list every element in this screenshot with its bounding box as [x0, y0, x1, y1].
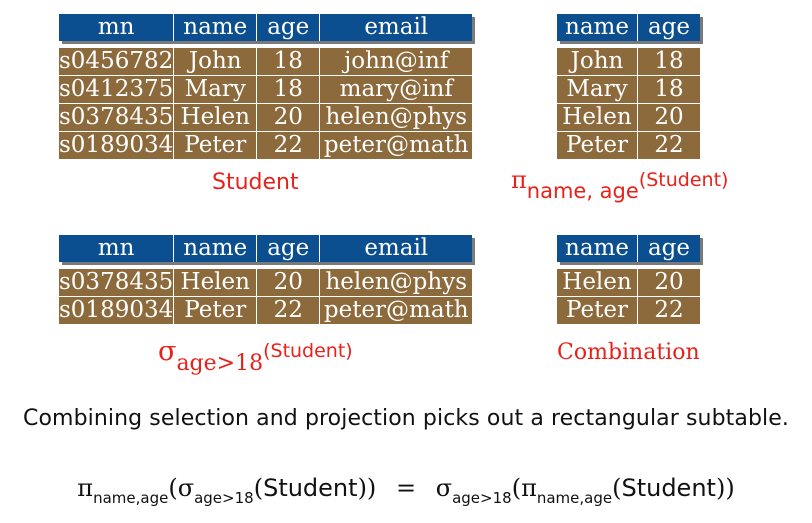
cell-name: Peter — [174, 132, 258, 159]
projection-argument: (Student) — [638, 169, 729, 191]
table-row: s0378435 Helen 20 helen@phys — [59, 269, 473, 297]
header-age: age — [638, 14, 700, 41]
cell-name: Helen — [557, 104, 638, 132]
cell-name: Helen — [174, 269, 258, 297]
sigma-subscript: age>18 — [452, 489, 512, 507]
table-row: Helen 20 — [557, 269, 700, 297]
table-row: s0412375 Mary 18 mary@inf — [59, 76, 473, 104]
cell-name: Mary — [557, 76, 638, 104]
cell-mn: s0412375 — [59, 76, 175, 104]
header-mn: mn — [59, 14, 175, 41]
cell-age: 18 — [638, 76, 700, 104]
sigma-subscript: age>18 — [194, 489, 254, 507]
paren-close: )) — [357, 474, 377, 502]
header-mn: mn — [59, 235, 175, 262]
cell-mn: s0456782 — [59, 48, 175, 76]
table-row: Mary 18 — [557, 76, 700, 104]
equals-sign: = — [395, 474, 417, 502]
table-row: s0456782 John 18 john@inf — [59, 48, 473, 76]
pi-symbol: π — [77, 474, 94, 502]
combination-table: name age Helen 20 Peter 22 — [557, 235, 700, 324]
selection-table: mn name age email s0378435 Helen 20 hele… — [59, 235, 473, 324]
cell-email: helen@phys — [320, 104, 473, 132]
projection-subscript: name, age — [526, 179, 639, 203]
cell-name: Helen — [174, 104, 258, 132]
cell-age: 22 — [257, 132, 321, 159]
projection-table: name age John 18 Mary 18 Helen 20 Peter … — [557, 14, 700, 159]
table-row: s0189034 Peter 22 peter@math — [59, 297, 473, 324]
header-name: name — [557, 235, 638, 262]
pi-symbol: π — [521, 474, 537, 502]
sigma-symbol: σ — [177, 474, 195, 502]
cell-name: Mary — [174, 76, 258, 104]
cell-age: 20 — [257, 269, 321, 297]
combination-label-text: Combination — [557, 340, 700, 365]
table-row: Helen 20 — [557, 104, 700, 132]
cell-email: peter@math — [320, 132, 473, 159]
cell-age: 18 — [257, 76, 321, 104]
projection-label: πname, age(Student) — [511, 166, 729, 203]
paren-open: ( — [511, 474, 522, 502]
student-table: mn name age email s0456782 John 18 john@… — [59, 14, 473, 159]
selection-subscript: age>18 — [176, 351, 264, 376]
cell-mn: s0189034 — [59, 297, 175, 324]
equation: πname,age(σage>18(Student)) = σage>18(πn… — [0, 474, 812, 507]
table-row: s0189034 Peter 22 peter@math — [59, 132, 473, 159]
cell-email: john@inf — [320, 48, 473, 76]
cell-age: 22 — [638, 132, 700, 159]
cell-name: Peter — [557, 132, 638, 159]
header-name: name — [557, 14, 638, 41]
cell-email: peter@math — [320, 297, 473, 324]
header-age: age — [257, 235, 321, 262]
paren-open: ( — [253, 474, 264, 502]
cell-mn: s0189034 — [59, 132, 175, 159]
header-name: name — [174, 14, 258, 41]
cell-name: Peter — [174, 297, 258, 324]
sigma-symbol: σ — [158, 336, 177, 367]
header-email: email — [320, 14, 473, 41]
paren-open: ( — [612, 474, 622, 502]
table-row: s0378435 Helen 20 helen@phys — [59, 104, 473, 132]
header-name: name — [174, 235, 258, 262]
cell-name: John — [557, 48, 638, 76]
cell-age: 20 — [638, 269, 700, 297]
cell-email: mary@inf — [320, 76, 473, 104]
paren-open: ( — [168, 474, 178, 502]
cell-age: 20 — [257, 104, 321, 132]
cell-name: Helen — [557, 269, 638, 297]
cell-age: 22 — [257, 297, 321, 324]
header-age: age — [257, 14, 321, 41]
header-age: age — [638, 235, 700, 262]
table-row: John 18 — [557, 48, 700, 76]
table-row: Peter 22 — [557, 297, 700, 324]
cell-mn: s0378435 — [59, 269, 175, 297]
cell-age: 18 — [257, 48, 321, 76]
selection-argument: (Student) — [263, 340, 353, 362]
combination-label: Combination — [557, 340, 700, 365]
selection-label: σage>18(Student) — [158, 336, 353, 376]
caption: Combining selection and projection picks… — [23, 406, 789, 431]
sigma-symbol: σ — [435, 474, 453, 502]
cell-email: helen@phys — [320, 269, 473, 297]
cell-age: 18 — [638, 48, 700, 76]
cell-name: John — [174, 48, 258, 76]
student-label: Student — [212, 170, 299, 195]
student-label-text: Student — [212, 170, 299, 195]
table-row: Peter 22 — [557, 132, 700, 159]
relation-name: Student — [621, 474, 716, 502]
pi-symbol: π — [511, 166, 527, 194]
cell-age: 22 — [638, 297, 700, 324]
header-email: email — [320, 235, 473, 262]
cell-age: 20 — [638, 104, 700, 132]
pi-subscript: name,age — [93, 489, 169, 507]
pi-subscript: name,age — [536, 489, 613, 507]
cell-name: Peter — [557, 297, 638, 324]
paren-close: )) — [715, 474, 735, 502]
cell-mn: s0378435 — [59, 104, 175, 132]
relation-name: Student — [263, 474, 358, 502]
